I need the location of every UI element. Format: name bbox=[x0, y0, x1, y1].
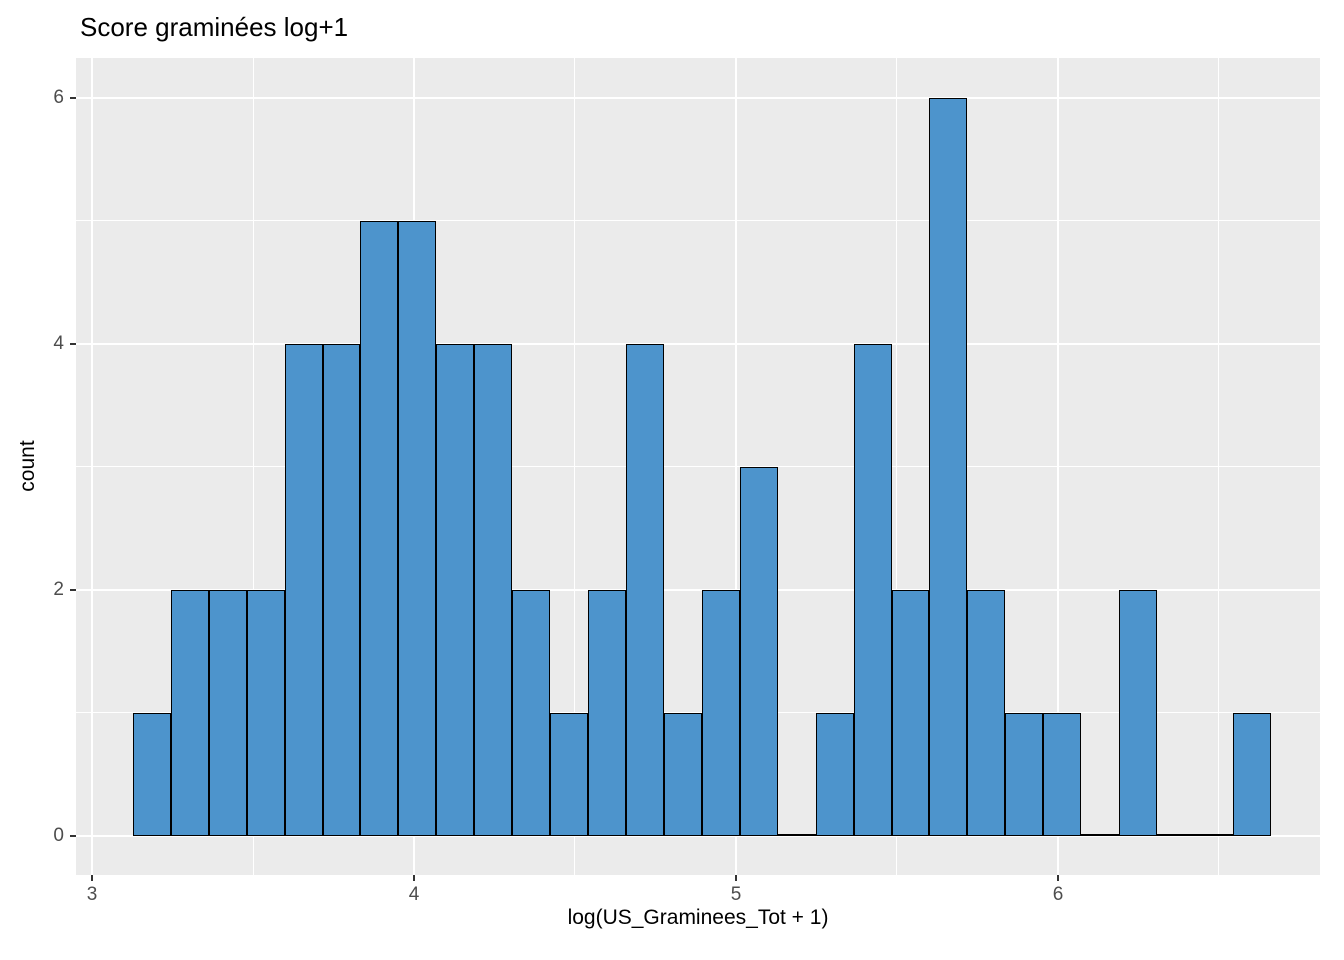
gridline-y-minor bbox=[76, 466, 1320, 468]
histogram-bar bbox=[246, 589, 285, 836]
x-axis-label: log(US_Graminees_Tot + 1) bbox=[567, 906, 829, 929]
gridline-y-major bbox=[76, 834, 1320, 837]
gridline-y-major bbox=[76, 342, 1320, 345]
x-tick-label: 6 bbox=[1052, 884, 1064, 905]
gridline-y-major bbox=[76, 96, 1320, 99]
histogram-bar bbox=[208, 589, 247, 836]
x-tick-label: 4 bbox=[408, 884, 420, 905]
gridline-y-minor bbox=[76, 220, 1320, 222]
histogram-bar bbox=[967, 589, 1006, 836]
histogram-bar bbox=[815, 712, 854, 836]
x-tick-mark bbox=[734, 875, 737, 881]
histogram-bar bbox=[132, 712, 171, 836]
y-tick-label: 2 bbox=[53, 578, 64, 600]
histogram-bar-zero bbox=[1194, 834, 1233, 836]
y-tick-label: 0 bbox=[53, 824, 64, 846]
histogram-bar-zero bbox=[777, 834, 816, 836]
gridline-x-major bbox=[1056, 58, 1059, 875]
histogram-bar-zero bbox=[1157, 834, 1195, 836]
histogram-bar bbox=[474, 343, 513, 836]
histogram-bar bbox=[891, 589, 930, 836]
y-tick-mark bbox=[70, 834, 76, 837]
histogram-bar bbox=[170, 589, 209, 836]
x-tick-mark bbox=[412, 875, 415, 881]
histogram-bar bbox=[663, 712, 702, 836]
histogram-bar bbox=[626, 343, 664, 836]
plot-panel bbox=[76, 58, 1320, 875]
histogram-bar bbox=[588, 589, 626, 836]
x-tick-label: 3 bbox=[86, 884, 98, 905]
histogram-bar bbox=[1043, 712, 1082, 836]
y-tick-mark bbox=[70, 342, 76, 345]
gridline-x-major bbox=[91, 58, 93, 875]
x-tick-label: 5 bbox=[730, 884, 742, 905]
y-tick-label: 4 bbox=[53, 332, 64, 354]
histogram-bar bbox=[284, 343, 323, 836]
y-tick-mark bbox=[70, 96, 76, 99]
histogram-bar bbox=[360, 220, 399, 836]
chart-title: Score graminées log+1 bbox=[80, 12, 349, 42]
histogram-bar bbox=[512, 589, 551, 836]
gridline-y-major bbox=[76, 588, 1320, 591]
gridline-x-major bbox=[734, 58, 737, 875]
y-tick-label: 6 bbox=[53, 86, 64, 108]
histogram-bar bbox=[1119, 589, 1158, 836]
histogram-bar bbox=[701, 589, 740, 836]
histogram-bar bbox=[550, 712, 589, 836]
histogram-bar bbox=[436, 343, 475, 836]
histogram-bar bbox=[929, 97, 968, 836]
histogram-bar bbox=[1232, 712, 1271, 836]
histogram-bar bbox=[398, 220, 437, 836]
y-tick-mark bbox=[70, 588, 76, 591]
histogram-bar bbox=[1005, 712, 1044, 836]
x-tick-mark bbox=[1056, 875, 1059, 881]
histogram-bar bbox=[322, 343, 361, 836]
y-axis-label: count bbox=[16, 440, 39, 492]
histogram-bar bbox=[739, 466, 778, 836]
histogram-bar-zero bbox=[1081, 834, 1120, 836]
histogram-bar bbox=[853, 343, 892, 836]
x-tick-mark bbox=[91, 875, 93, 881]
